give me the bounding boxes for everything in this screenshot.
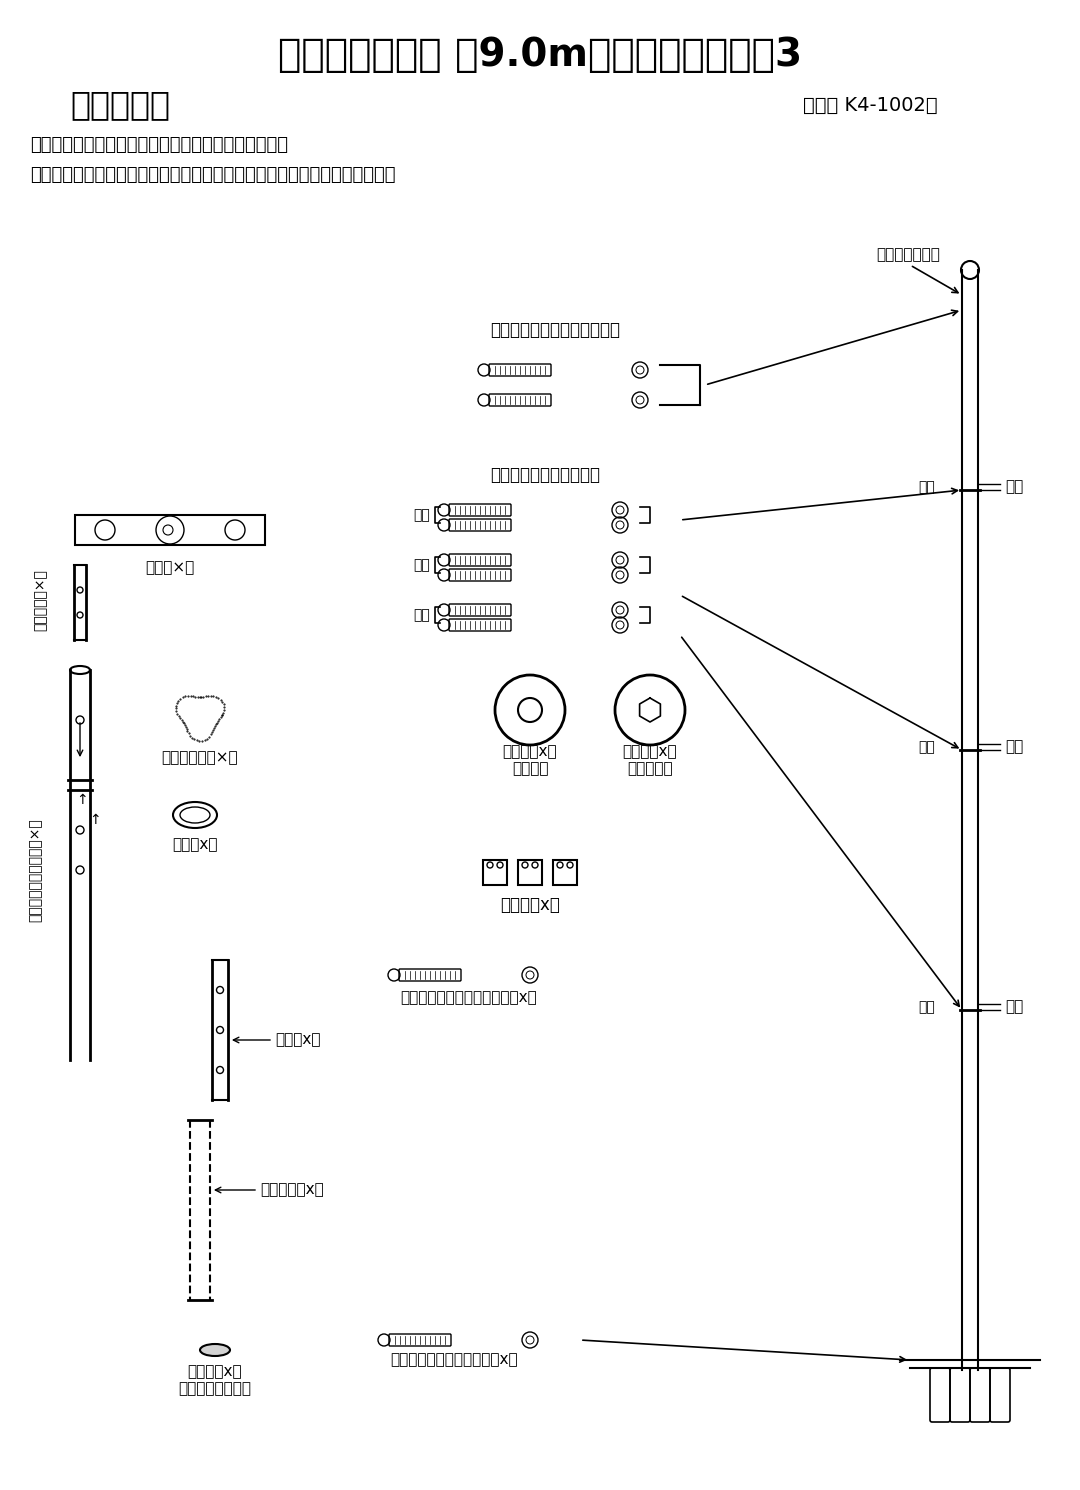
Text: １番: １番 (1005, 480, 1023, 495)
Text: ポール止ボルト　ナット: ポール止ボルト ナット (490, 466, 600, 484)
Text: 基パイプ止ボルト・ナットx１: 基パイプ止ボルト・ナットx１ (390, 1353, 517, 1368)
Text: ３番: ３番 (1005, 1000, 1023, 1015)
Ellipse shape (200, 1344, 230, 1356)
Text: バンドx２: バンドx２ (172, 837, 218, 852)
Text: アダプター×１: アダプター×１ (33, 569, 48, 630)
Text: ボルト・ナット等（小部品）は紛失しないように空箱に開けてください。: ボルト・ナット等（小部品）は紛失しないように空箱に開けてください。 (30, 165, 395, 183)
Text: アダプター止ボルト・ナット: アダプター止ボルト・ナット (490, 320, 620, 340)
Text: 水平器×１: 水平器×１ (146, 560, 194, 575)
Text: ↑: ↑ (90, 814, 100, 827)
Text: ボルト取付部位: ボルト取付部位 (876, 247, 940, 262)
Text: ２番: ２番 (414, 557, 430, 572)
Text: ３番: ３番 (414, 608, 430, 621)
Text: パイルx２: パイルx２ (275, 1033, 321, 1047)
Text: １番: １番 (918, 480, 935, 495)
Text: 回転ロープ止×１: 回転ロープ止×１ (162, 751, 239, 766)
Text: 塩ビパイプx２: 塩ビパイプx２ (260, 1183, 324, 1198)
Bar (518, 860, 542, 885)
Text: ポール本体（４本組）×１: ポール本体（４本組）×１ (28, 818, 42, 922)
Text: キャップx２
（塩ビパイプ用）: キャップx２ （塩ビパイプ用） (178, 1363, 252, 1396)
Bar (483, 860, 507, 885)
Bar (553, 860, 577, 885)
Text: スペーサx８
（六角穴）: スペーサx８ （六角穴） (623, 744, 677, 776)
Bar (75, 516, 265, 545)
Text: 固定金具止ボルト・袋ナットx６: 固定金具止ボルト・袋ナットx６ (400, 991, 537, 1006)
Text: ＊数量を確認し必要なものから順番に開けて下さい。: ＊数量を確認し必要なものから順番に開けて下さい。 (30, 136, 288, 153)
Text: ２番: ２番 (918, 741, 935, 754)
Text: 幟旗用ポール　 約9.0m（４間用）タイプ3: 幟旗用ポール 約9.0m（４間用）タイプ3 (278, 36, 802, 74)
Text: ↑: ↑ (77, 793, 87, 808)
Text: ２番: ２番 (1005, 739, 1023, 754)
Text: （型式 K4-1002）: （型式 K4-1002） (802, 95, 937, 115)
Text: 固定金具x３: 固定金具x３ (500, 895, 559, 913)
Text: スペーサx８
（丸穴）: スペーサx８ （丸穴） (502, 744, 557, 776)
Text: 【部品図】: 【部品図】 (70, 88, 170, 122)
Text: ３番: ３番 (918, 1000, 935, 1015)
Text: １番: １番 (414, 508, 430, 522)
